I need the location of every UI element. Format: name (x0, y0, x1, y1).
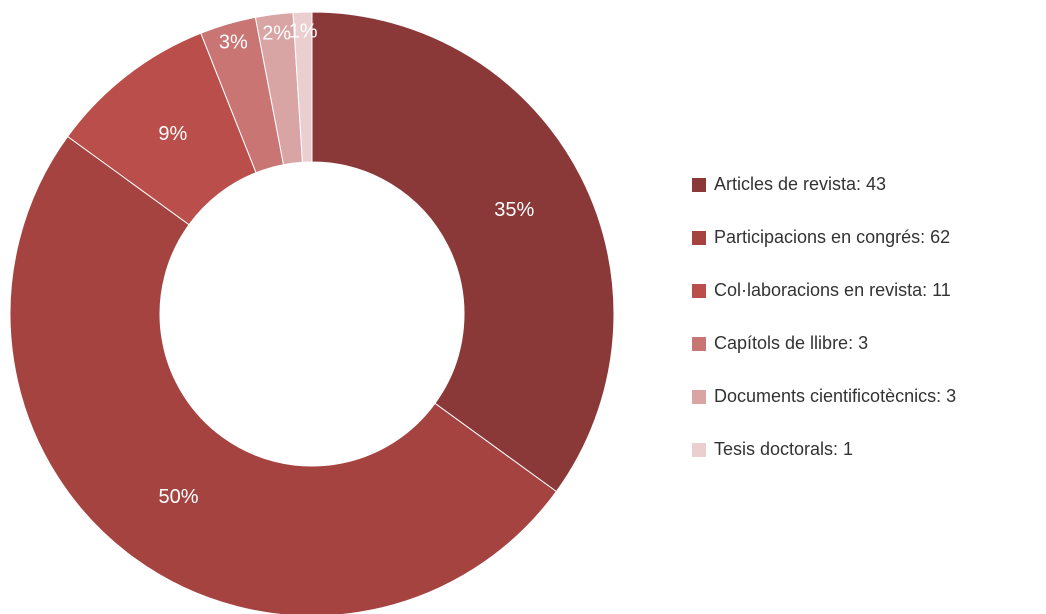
legend-swatch (692, 231, 706, 245)
slice-label: 9% (158, 123, 187, 145)
legend-swatch (692, 284, 706, 298)
legend-label: Participacions en congrés: 62 (714, 227, 950, 247)
slice-label: 3% (219, 31, 248, 53)
legend-label: Articles de revista: 43 (714, 174, 886, 194)
legend-swatch (692, 178, 706, 192)
slice-label: 1% (289, 20, 318, 42)
slice-label: 2% (262, 23, 291, 45)
slice (9, 135, 558, 614)
slice (311, 11, 615, 493)
legend-label: Col·laboracions en revista: 11 (714, 280, 951, 300)
legend-label: Capítols de llibre: 3 (714, 333, 868, 353)
slice-label: 50% (159, 486, 199, 508)
legend-label: Documents cientificotècnics: 3 (714, 386, 956, 406)
slice-label: 35% (494, 199, 534, 221)
legend-swatch (692, 337, 706, 351)
slice (292, 11, 313, 163)
legend-swatch (692, 443, 706, 457)
legend-swatch (692, 390, 706, 404)
legend-label: Tesis doctorals: 1 (714, 439, 853, 459)
